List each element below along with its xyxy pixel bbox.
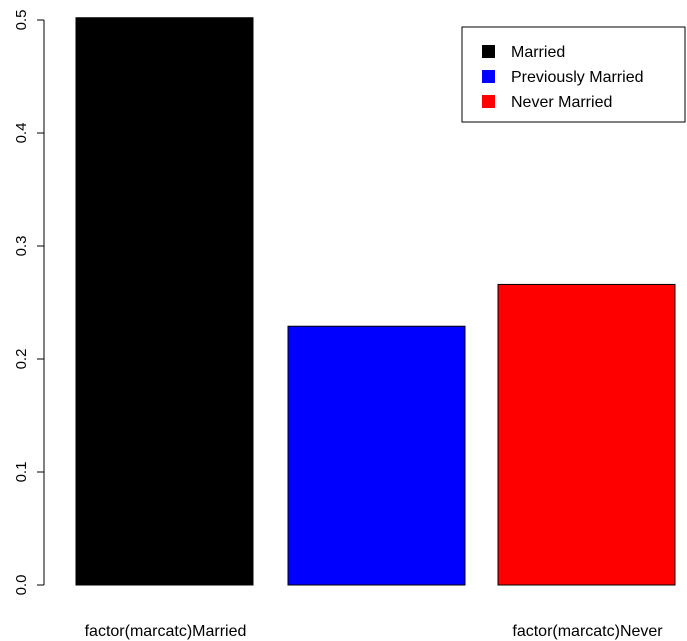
bar	[497, 283, 676, 586]
legend-box	[461, 26, 686, 123]
bar	[75, 17, 254, 586]
legend-swatch	[482, 45, 495, 58]
legend-label: Married	[511, 44, 565, 61]
x-axis-labels: factor(marcatc)Married factor(marcatc)Nev…	[85, 623, 664, 640]
bar	[287, 325, 466, 586]
x-tick-label: factor(marcatc)Never	[512, 623, 663, 640]
x-tick-label: factor(marcatc)Married	[85, 623, 247, 640]
y-axis: 0.0 0.1 0.2 0.3 0.4 0.5	[13, 10, 45, 596]
y-tick-label: 0.1	[13, 462, 30, 483]
y-tick-label: 0.3	[13, 236, 30, 257]
legend-swatch	[482, 70, 495, 83]
legend-label: Previously Married	[511, 69, 643, 86]
y-tick-label: 0.0	[13, 575, 30, 596]
y-tick-label: 0.4	[13, 123, 30, 144]
y-tick-label: 0.2	[13, 349, 30, 370]
legend-label: Never Married	[511, 94, 612, 111]
y-tick-label: 0.5	[13, 10, 30, 31]
legend-swatch	[482, 95, 495, 108]
bars	[75, 17, 676, 586]
legend: Married Previously Married Never Married	[461, 26, 686, 123]
